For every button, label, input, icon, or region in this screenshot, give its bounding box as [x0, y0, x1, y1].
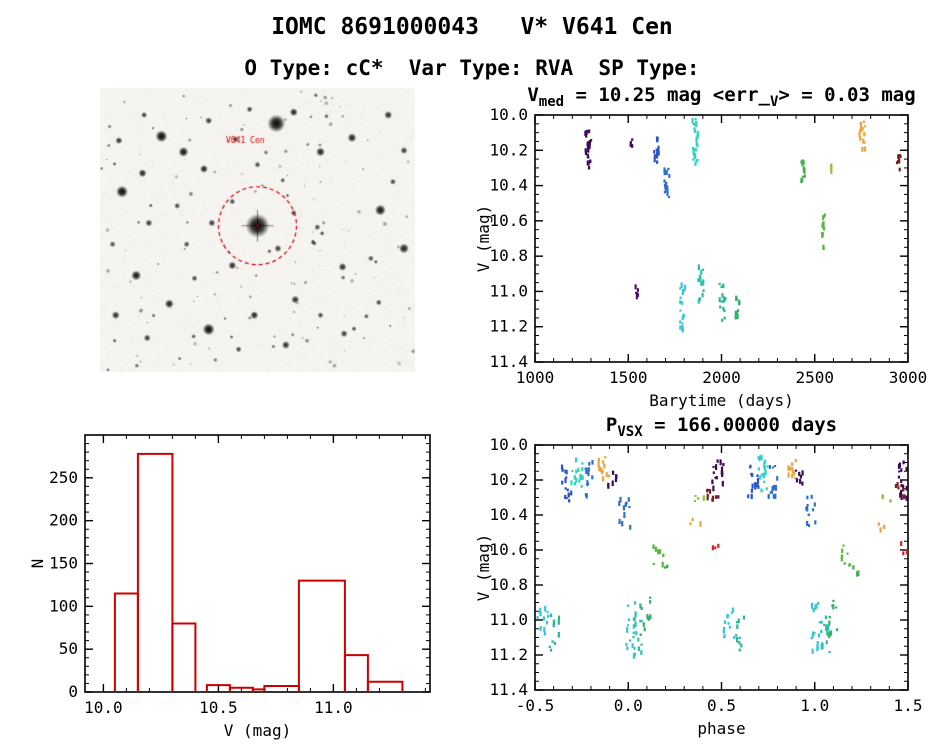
svg-text:11.4: 11.4 — [489, 680, 528, 699]
lightcurve-plot: 1000 1500 2000 2500 3000 10.0 10.2 10.4 10.6 10.8… — [474, 84, 928, 410]
svg-text:1000: 1000 — [516, 368, 555, 387]
svg-text:0.5: 0.5 — [707, 696, 736, 715]
svg-text:V (mag): V (mag) — [474, 534, 493, 601]
svg-text:10.6: 10.6 — [489, 540, 528, 559]
svg-text:PVSX = 166.00000 days: PVSX = 166.00000 days — [606, 414, 837, 440]
svg-text:0: 0 — [68, 682, 78, 701]
svg-text:10.4: 10.4 — [489, 176, 528, 195]
svg-text:10.8: 10.8 — [489, 575, 528, 594]
svg-text:-0.5: -0.5 — [516, 696, 555, 715]
svg-text:11.0: 11.0 — [314, 698, 353, 717]
page-subtitle: O Type: cC* Var Type: RVA SP Type: — [244, 56, 700, 80]
phase-plot: -0.5 0.0 0.5 1.0 1.5 10.0 10.2 10.4 10.6 10.8 11.0… — [474, 414, 923, 738]
svg-text:10.2: 10.2 — [489, 140, 528, 159]
svg-text:100: 100 — [49, 596, 78, 615]
svg-text:2000: 2000 — [702, 368, 741, 387]
svg-text:10.2: 10.2 — [489, 470, 528, 489]
svg-text:200: 200 — [49, 511, 78, 530]
svg-text:10.4: 10.4 — [489, 505, 528, 524]
svg-text:V (mag): V (mag) — [224, 721, 291, 740]
svg-text:11.0: 11.0 — [489, 281, 528, 300]
svg-text:10.0: 10.0 — [84, 698, 123, 717]
svg-text:V (mag): V (mag) — [474, 205, 493, 272]
svg-text:11.2: 11.2 — [489, 645, 528, 664]
svg-text:10.6: 10.6 — [489, 211, 528, 230]
svg-text:11.4: 11.4 — [489, 352, 528, 371]
svg-text:250: 250 — [49, 468, 78, 487]
svg-text:10.0: 10.0 — [489, 105, 528, 124]
svg-text:1.0: 1.0 — [800, 696, 829, 715]
svg-text:1.5: 1.5 — [894, 696, 923, 715]
svg-text:0.0: 0.0 — [614, 696, 643, 715]
svg-text:11.0: 11.0 — [489, 610, 528, 629]
svg-text:3000: 3000 — [889, 368, 928, 387]
histogram-plot: 10.0 10.5 11.0 0 50 100 150 200 250 V (mag) N — [28, 434, 431, 740]
svg-text:N: N — [28, 559, 47, 569]
svg-text:2500: 2500 — [795, 368, 834, 387]
svg-text:10.0: 10.0 — [489, 435, 528, 454]
svg-text:50: 50 — [59, 639, 78, 658]
finder-chart-image — [100, 88, 415, 372]
svg-text:1500: 1500 — [609, 368, 648, 387]
svg-text:10.8: 10.8 — [489, 246, 528, 265]
svg-text:11.2: 11.2 — [489, 317, 528, 336]
svg-text:Barytime (days): Barytime (days) — [649, 391, 794, 410]
svg-text:10.5: 10.5 — [199, 698, 238, 717]
page-title: IOMC 8691000043 V* V641 Cen — [271, 14, 673, 40]
svg-text:150: 150 — [49, 554, 78, 573]
svg-text:phase: phase — [697, 719, 745, 738]
svg-text:Vmed = 10.25 mag <err_V> = 0.0: Vmed = 10.25 mag <err_V> = 0.03 mag — [527, 84, 915, 110]
